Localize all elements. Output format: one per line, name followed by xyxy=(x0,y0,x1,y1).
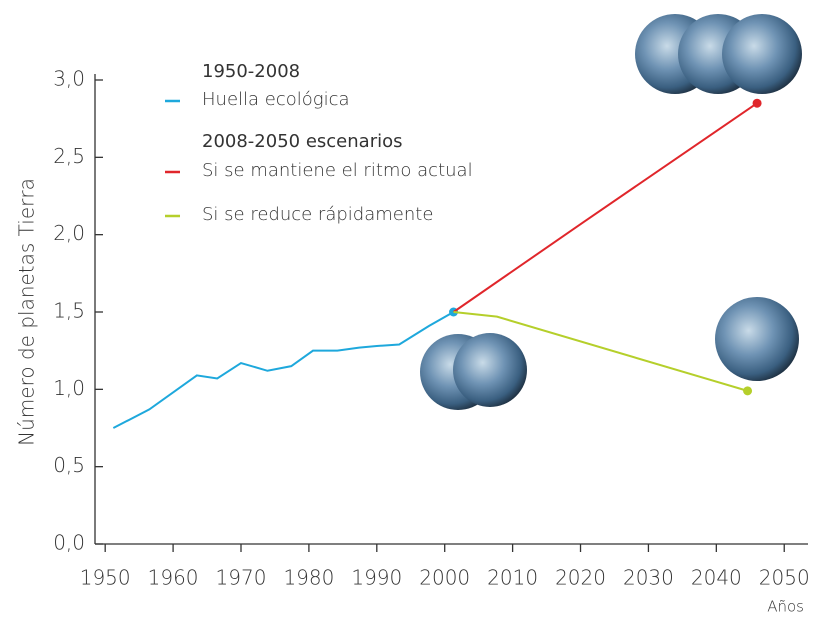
x-tick-label: 2010 xyxy=(487,566,538,590)
y-tick-label: 1,0 xyxy=(53,376,85,400)
y-axis-label: Número de planetas Tierra xyxy=(15,178,39,446)
series-line xyxy=(112,311,455,429)
y-tick-label: 0,5 xyxy=(53,453,85,477)
x-tick-label: 2030 xyxy=(623,566,674,590)
y-tick-label: 2,0 xyxy=(53,221,85,245)
x-tick-label: 1970 xyxy=(216,566,267,590)
x-tick-label: 2000 xyxy=(419,566,470,590)
y-tick-label: 2,5 xyxy=(53,144,85,168)
end-point xyxy=(743,386,753,396)
x-tick-label: 2020 xyxy=(555,566,606,590)
y-tick-label: 3,0 xyxy=(53,67,85,91)
y-tick-label: 0,0 xyxy=(53,531,85,555)
series-line xyxy=(453,311,748,392)
legend-label: Huella ecológica xyxy=(202,89,350,110)
x-tick-label: 1990 xyxy=(351,566,402,590)
legend-heading: 1950-2008 xyxy=(202,61,300,82)
x-tick-label: 1950 xyxy=(80,566,131,590)
series-line xyxy=(452,102,758,313)
legend-label: Si se reduce rápidamente xyxy=(202,204,433,225)
legend-label: Si se mantiene el ritmo actual xyxy=(202,160,473,181)
x-tick-label: 2040 xyxy=(691,566,742,590)
x-tick-label: 2050 xyxy=(759,566,810,590)
x-tick-label: 1980 xyxy=(283,566,334,590)
legend-heading: 2008-2050 escenarios xyxy=(202,131,403,152)
y-tick-label: 1,5 xyxy=(53,299,85,323)
x-tick-label: 1960 xyxy=(148,566,199,590)
end-point xyxy=(752,98,762,108)
globes xyxy=(420,14,802,410)
x-axis-label: Años xyxy=(767,598,804,616)
